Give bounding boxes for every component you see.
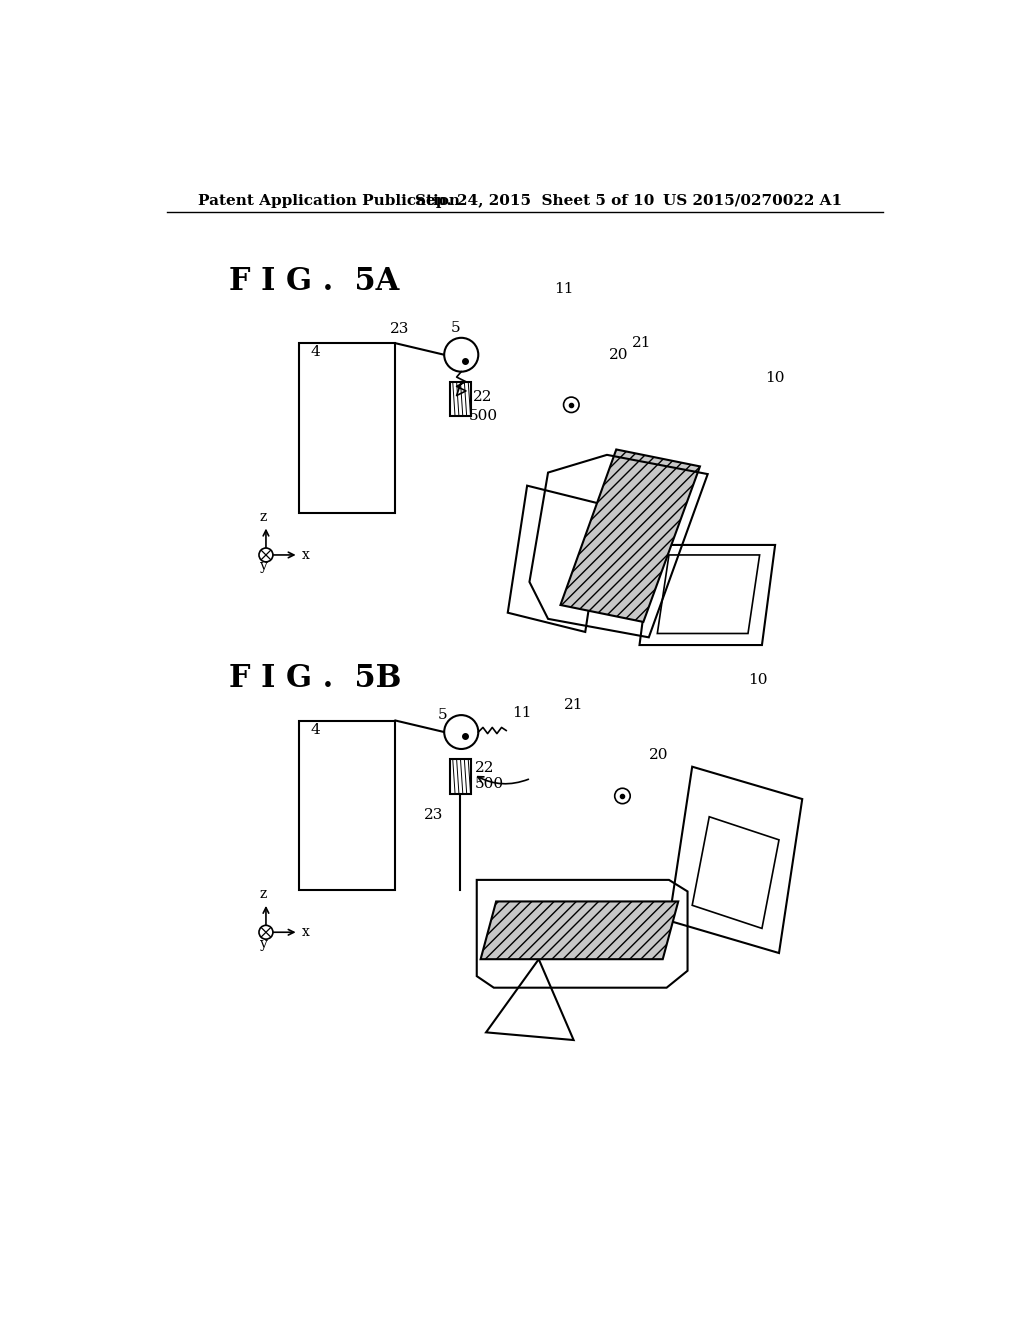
Text: x: x — [302, 548, 309, 562]
Text: y: y — [260, 937, 268, 950]
Text: 21: 21 — [563, 698, 583, 711]
Text: 5: 5 — [451, 321, 460, 335]
Text: 5: 5 — [438, 708, 447, 722]
Polygon shape — [508, 486, 604, 632]
Text: 11: 11 — [512, 706, 531, 719]
Bar — [451, 759, 471, 793]
Text: 11: 11 — [554, 282, 573, 296]
Text: 10: 10 — [748, 673, 768, 688]
Text: 22: 22 — [475, 762, 495, 775]
Text: 4: 4 — [310, 346, 319, 359]
Text: 20: 20 — [649, 748, 669, 762]
Circle shape — [444, 715, 478, 748]
Polygon shape — [657, 554, 760, 634]
Polygon shape — [640, 545, 775, 645]
Bar — [299, 721, 395, 890]
Polygon shape — [486, 960, 573, 1040]
Text: Sep. 24, 2015  Sheet 5 of 10: Sep. 24, 2015 Sheet 5 of 10 — [415, 194, 654, 207]
Circle shape — [444, 338, 478, 372]
Polygon shape — [669, 767, 802, 953]
Text: x: x — [302, 925, 309, 940]
Polygon shape — [560, 449, 700, 622]
Text: F I G .  5B: F I G . 5B — [228, 663, 401, 693]
Circle shape — [259, 548, 273, 562]
Circle shape — [259, 925, 273, 940]
Text: 21: 21 — [632, 337, 651, 350]
Text: US 2015/0270022 A1: US 2015/0270022 A1 — [663, 194, 842, 207]
Text: Patent Application Publication: Patent Application Publication — [198, 194, 460, 207]
Text: 500: 500 — [475, 776, 505, 791]
Text: 23: 23 — [424, 808, 443, 822]
Text: 20: 20 — [608, 347, 628, 362]
Text: 500: 500 — [469, 409, 498, 424]
Text: z: z — [259, 887, 266, 902]
Text: 23: 23 — [390, 322, 410, 337]
Bar — [451, 381, 471, 416]
Text: F I G .  5A: F I G . 5A — [228, 267, 399, 297]
Text: 22: 22 — [473, 391, 493, 404]
Circle shape — [563, 397, 579, 413]
Polygon shape — [480, 902, 678, 960]
Text: y: y — [260, 560, 268, 573]
Circle shape — [614, 788, 630, 804]
Text: 10: 10 — [765, 371, 784, 385]
Bar — [299, 343, 395, 512]
Text: 4: 4 — [310, 723, 319, 737]
Text: z: z — [259, 510, 266, 524]
Polygon shape — [692, 817, 779, 928]
